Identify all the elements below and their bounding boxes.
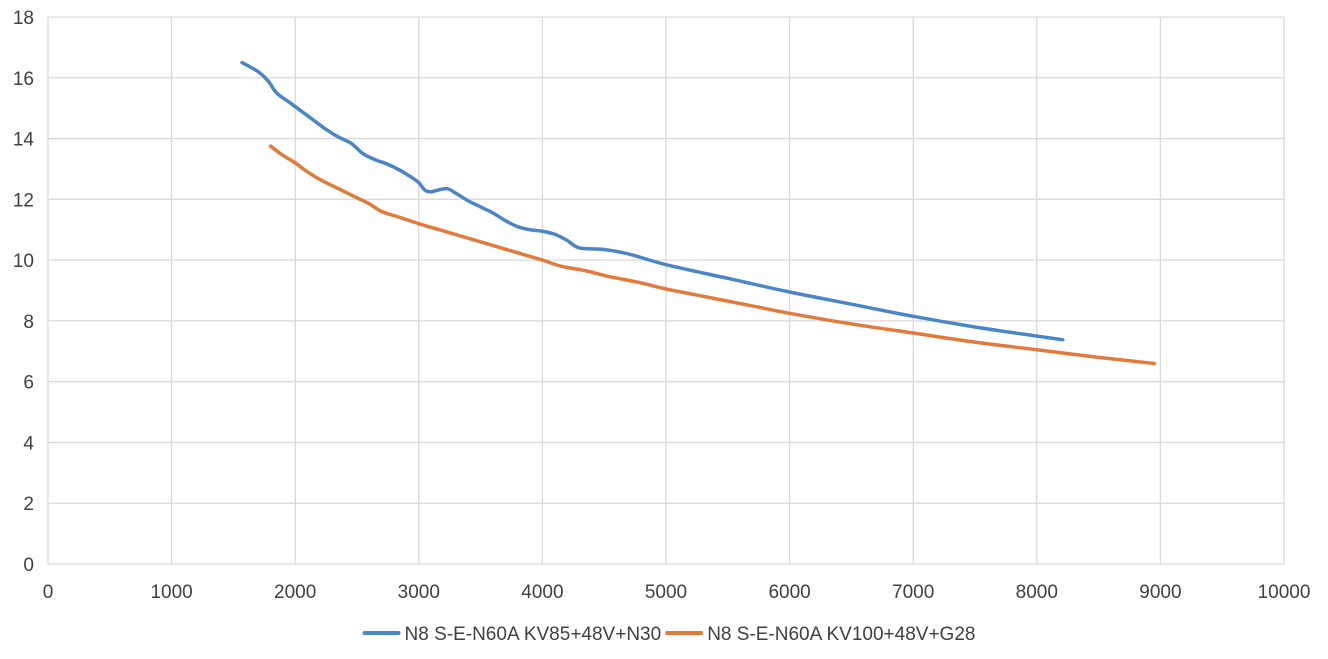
legend-label-2: N8 S-E-N60A KV100+48V+G28 xyxy=(707,624,975,645)
y-tick-label: 16 xyxy=(13,69,34,90)
grid-lines xyxy=(47,16,1285,565)
y-tick-label: 2 xyxy=(23,494,34,515)
x-tick-label: 3000 xyxy=(398,582,440,603)
y-tick-label: 0 xyxy=(23,555,34,576)
x-tick-label: 0 xyxy=(43,582,54,603)
x-tick-label: 6000 xyxy=(768,582,810,603)
x-tick-label: 5000 xyxy=(645,582,687,603)
legend-label-1: N8 S-E-N60A KV85+48V+N30 xyxy=(405,624,662,645)
series-line-2 xyxy=(268,144,1156,366)
y-tick-label: 14 xyxy=(13,130,35,151)
series-lines xyxy=(240,60,1156,366)
x-tick-label: 2000 xyxy=(274,582,316,603)
y-tick-label: 4 xyxy=(23,433,34,454)
tick-labels: 0 1000 2000 3000 4000 5000 6000 7000 8000 9000 100… xyxy=(13,8,1311,603)
x-tick-label: 8000 xyxy=(1016,582,1058,603)
y-tick-label: 6 xyxy=(23,373,34,394)
series-line-1 xyxy=(240,60,1065,342)
y-tick-label: 12 xyxy=(13,190,34,211)
x-tick-label: 9000 xyxy=(1139,582,1181,603)
x-tick-label: 1000 xyxy=(150,582,192,603)
legend: N8 S-E-N60A KV85+48V+N30 N8 S-E-N60A KV10… xyxy=(362,624,975,645)
y-tick-label: 18 xyxy=(13,8,34,29)
y-tick-label: 8 xyxy=(23,312,34,333)
x-tick-label: 7000 xyxy=(892,582,934,603)
y-tick-label: 10 xyxy=(13,251,34,272)
x-tick-label: 4000 xyxy=(521,582,563,603)
x-tick-label: 10000 xyxy=(1258,582,1311,603)
